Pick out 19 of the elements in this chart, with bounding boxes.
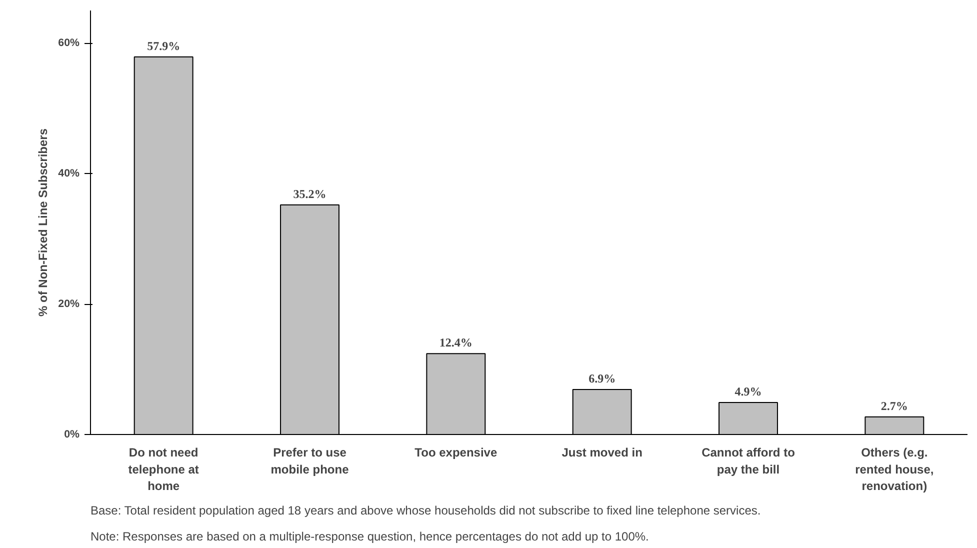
data-label: 12.4% — [439, 336, 472, 350]
x-tick-label: Too expensive — [414, 446, 498, 460]
x-tick-label: Cannot afford to pay the bill — [702, 446, 795, 476]
data-label: 35.2% — [293, 186, 326, 201]
data-label: 4.9% — [734, 384, 762, 399]
x-tick-label: Others (e.g. rented house, renovation) — [855, 446, 934, 494]
y-axis-title: % of Non-Fixed Line Subscribers — [36, 128, 50, 317]
y-tick-label: 20% — [58, 298, 80, 310]
data-label: 2.7% — [880, 398, 908, 413]
y-tick-label: 0% — [64, 428, 80, 440]
data-label: 6.9% — [588, 371, 616, 386]
text: Base: Total resident population aged 18 years and above whose households did not subscribe to fixed line telephone services. — [90, 504, 761, 518]
text: Note: Responses are based on a multiple-response question, hence percentages do not add up to 100%. — [90, 530, 649, 544]
x-tick-label: Just moved in — [562, 446, 642, 460]
x-tick-label: Do not need telephone at home — [128, 446, 199, 494]
y-tick-label: 40% — [58, 168, 80, 180]
y-tick-label: 60% — [58, 37, 80, 50]
x-tick-label: Prefer to use mobile phone — [270, 446, 350, 476]
data-label: 57.9% — [147, 38, 180, 53]
